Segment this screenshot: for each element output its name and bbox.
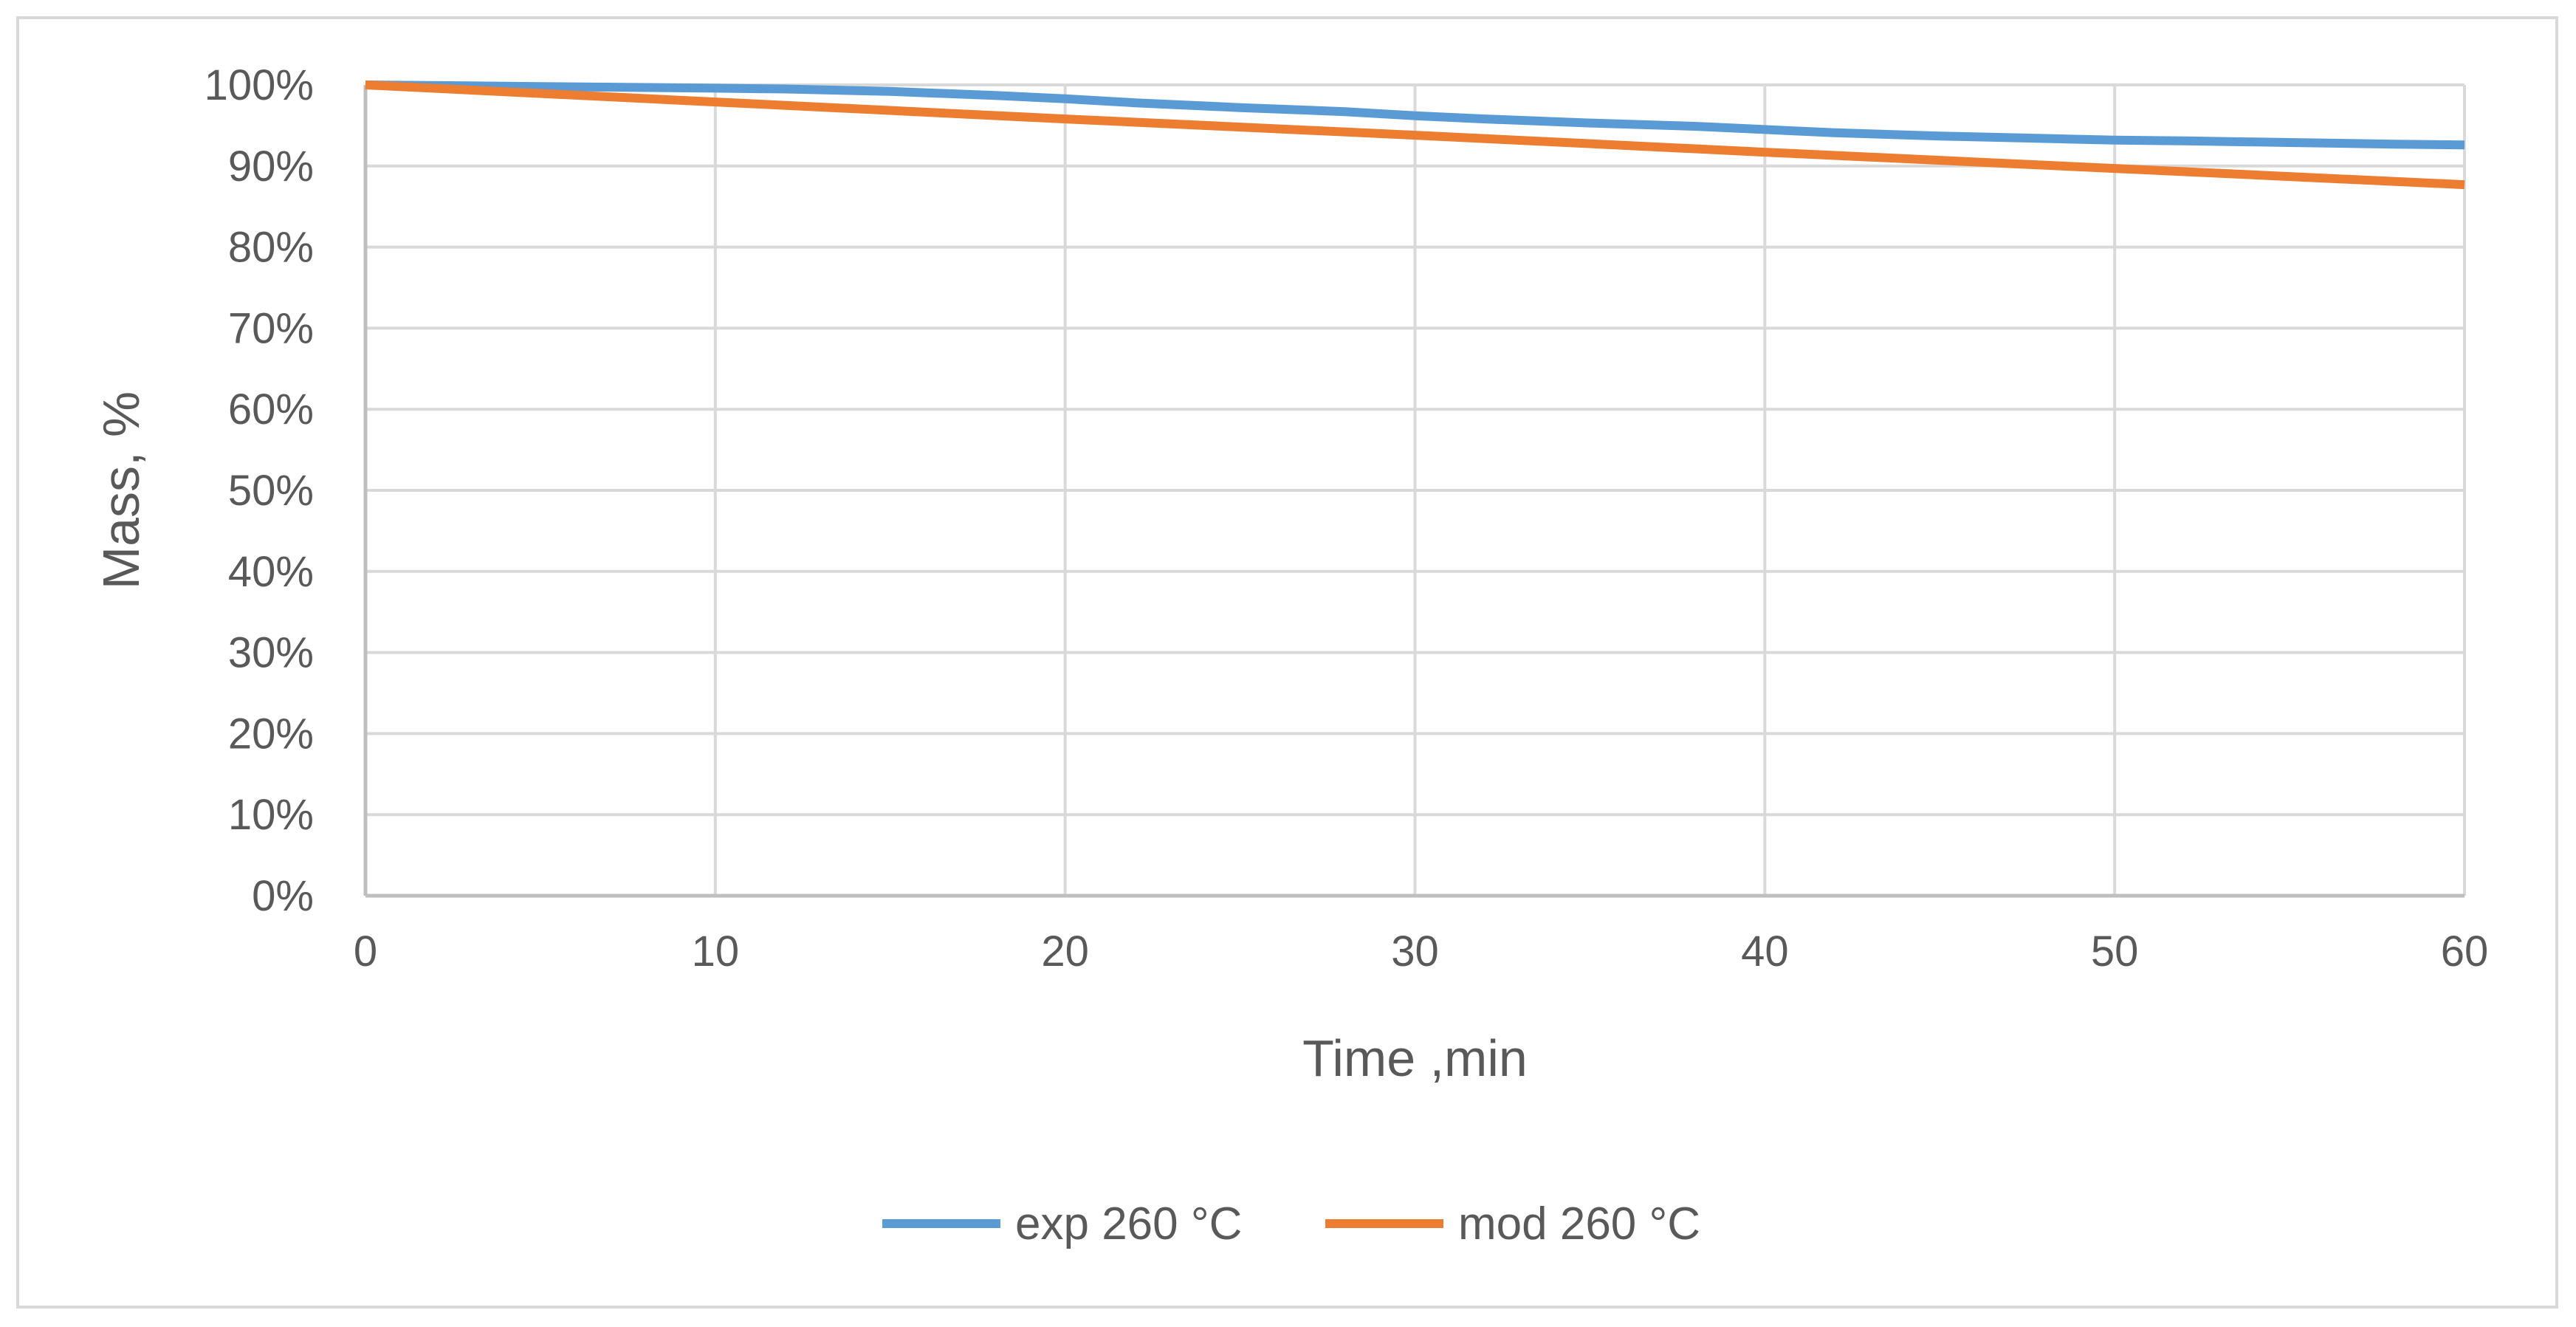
y-tick-label: 100% bbox=[205, 61, 314, 109]
x-axis-title: Time ,min bbox=[1302, 1029, 1528, 1087]
x-tick-label: 40 bbox=[1741, 927, 1789, 975]
x-tick-label: 60 bbox=[2441, 927, 2489, 975]
label-layer: 0% 10% 20% 30% 40% 50% 60% 70% 80% 90% 100% 0 10 20 30… bbox=[92, 61, 2488, 1087]
y-tick-label: 40% bbox=[228, 548, 314, 596]
series-line-mod bbox=[365, 80, 2465, 190]
x-tick-label: 0 bbox=[354, 927, 377, 975]
y-tick-label: 0% bbox=[252, 872, 314, 920]
series-layer bbox=[365, 80, 2465, 190]
chart-frame bbox=[16, 16, 2558, 1309]
series-line-exp bbox=[365, 80, 2465, 150]
y-tick-label: 90% bbox=[228, 143, 314, 191]
y-tick-label: 30% bbox=[228, 629, 314, 677]
y-axis-title: Mass, % bbox=[92, 391, 150, 589]
grid-layer bbox=[365, 83, 2466, 896]
legend-label-exp: exp 260 °C bbox=[1015, 1199, 1242, 1249]
y-tick-label: 20% bbox=[228, 710, 314, 758]
x-tick-label: 20 bbox=[1041, 927, 1089, 975]
y-tick-label: 10% bbox=[228, 791, 314, 839]
y-tick-label: 70% bbox=[228, 304, 314, 352]
legend: exp 260 °C mod 260 °C bbox=[882, 1199, 1700, 1249]
y-tick-label: 60% bbox=[228, 385, 314, 433]
legend-label-mod: mod 260 °C bbox=[1458, 1199, 1700, 1249]
axis-layer bbox=[363, 85, 2465, 898]
x-tick-label: 10 bbox=[692, 927, 740, 975]
x-tick-label: 30 bbox=[1391, 927, 1439, 975]
y-tick-label: 80% bbox=[228, 224, 314, 272]
x-tick-label: 50 bbox=[2091, 927, 2139, 975]
y-tick-label: 50% bbox=[228, 467, 314, 515]
